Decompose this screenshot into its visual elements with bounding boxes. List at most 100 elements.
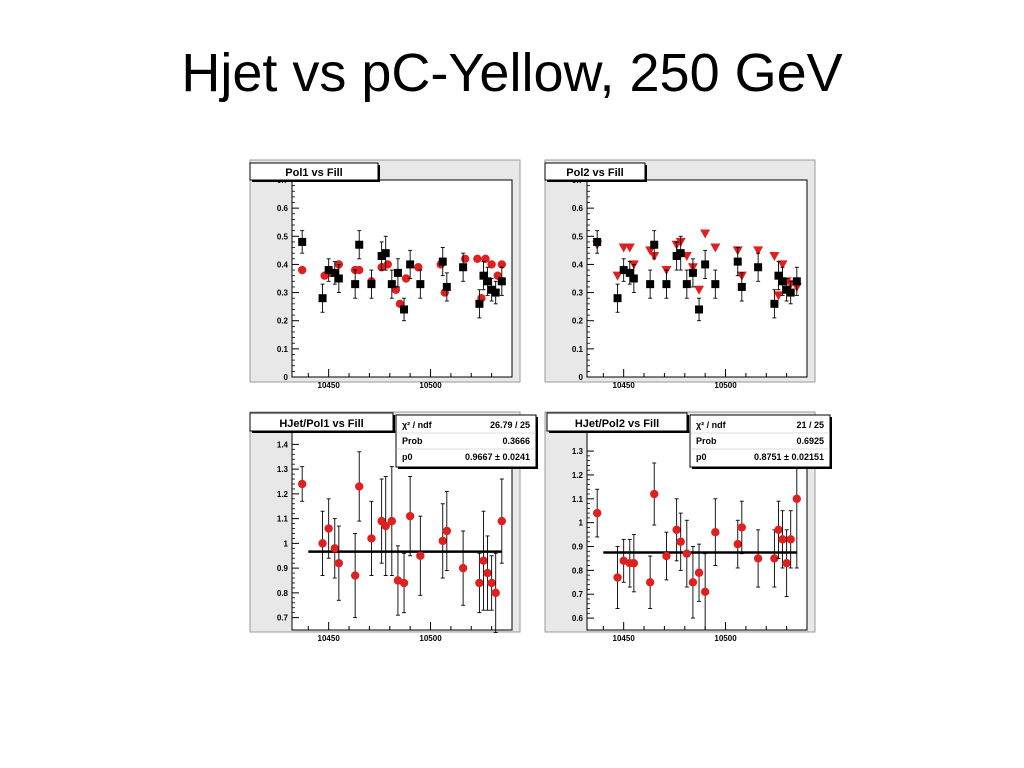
stats-value: 0.3666 xyxy=(502,436,530,446)
stats-value: 0.9667 ± 0.0241 xyxy=(465,452,530,462)
data-point xyxy=(753,246,764,256)
stats-label: χ² / ndf xyxy=(402,420,433,430)
data-point xyxy=(414,263,423,272)
data-point xyxy=(351,280,360,289)
data-point xyxy=(662,551,671,561)
data-point xyxy=(383,260,392,269)
data-point xyxy=(479,556,488,565)
stats-label: χ² / ndf xyxy=(696,420,727,430)
series-1 xyxy=(297,451,507,633)
data-point xyxy=(694,285,705,295)
data-point xyxy=(792,277,801,286)
data-point xyxy=(406,260,415,269)
data-point xyxy=(773,291,784,301)
y-tick-label: 0.7 xyxy=(572,590,584,599)
data-point xyxy=(416,551,425,560)
data-point xyxy=(297,265,307,275)
y-tick-label: 0.3 xyxy=(277,289,289,298)
y-tick-label: 0.3 xyxy=(572,289,584,298)
data-point xyxy=(491,288,500,297)
data-point xyxy=(782,559,791,568)
data-point xyxy=(694,568,704,577)
stats-value: 26.79 / 25 xyxy=(490,420,530,430)
x-tick-label: 10500 xyxy=(714,381,737,390)
data-point xyxy=(350,571,360,580)
data-point xyxy=(645,578,655,587)
data-point xyxy=(438,536,447,546)
data-point xyxy=(770,554,779,563)
data-point xyxy=(777,260,788,270)
data-point xyxy=(377,251,386,260)
y-tick-label: 0.2 xyxy=(572,317,584,326)
data-point xyxy=(491,588,500,598)
data-point xyxy=(672,251,681,260)
data-point xyxy=(754,263,763,272)
data-point xyxy=(438,257,447,266)
data-point xyxy=(672,525,681,535)
stats-box xyxy=(689,414,831,468)
data-point xyxy=(405,511,415,521)
data-point xyxy=(459,263,468,272)
y-tick-label: 0 xyxy=(284,373,289,382)
data-point xyxy=(688,268,697,277)
data-point xyxy=(330,268,339,277)
data-point xyxy=(458,563,468,573)
chart-panel-1: 00.10.20.30.40.50.60.71045010500Pol1 vs … xyxy=(249,159,521,390)
chart-panel-2: 00.10.20.30.40.50.60.71045010500Pol2 vs … xyxy=(544,159,816,390)
data-point xyxy=(778,535,787,544)
data-point xyxy=(400,305,409,314)
data-point xyxy=(700,229,711,239)
data-point xyxy=(688,578,698,587)
data-point xyxy=(624,243,635,253)
x-tick-label: 10500 xyxy=(419,634,442,643)
data-point xyxy=(625,268,634,277)
data-point xyxy=(481,254,490,263)
stats-value: 0.8751 ± 0.02151 xyxy=(754,452,824,462)
data-point xyxy=(355,482,364,491)
data-point xyxy=(646,280,655,289)
plot-area xyxy=(586,179,808,378)
data-point xyxy=(774,271,783,280)
data-point xyxy=(487,578,496,588)
chart-title: Pol1 vs Fill xyxy=(285,167,342,179)
data-point xyxy=(710,243,721,253)
data-point xyxy=(733,539,742,549)
data-point xyxy=(473,254,482,263)
stats-label: p0 xyxy=(696,452,707,462)
data-point xyxy=(593,237,602,246)
data-point xyxy=(318,294,327,303)
data-point xyxy=(676,537,685,546)
data-point xyxy=(475,578,484,588)
data-point xyxy=(782,285,791,294)
data-point xyxy=(769,251,780,261)
data-point xyxy=(483,277,492,286)
x-tick-label: 10450 xyxy=(318,381,341,390)
data-point xyxy=(330,544,339,553)
data-point xyxy=(381,521,390,531)
title-box xyxy=(249,162,379,181)
data-point xyxy=(711,527,720,537)
data-point xyxy=(334,558,344,568)
data-point xyxy=(483,568,492,578)
x-tick-label: 10450 xyxy=(318,634,341,643)
series-1 xyxy=(592,429,802,631)
data-point xyxy=(619,266,628,275)
y-tick-label: 1.2 xyxy=(572,471,584,480)
data-point xyxy=(701,260,710,269)
y-tick-label: 1 xyxy=(284,539,289,548)
x-tick-label: 10450 xyxy=(613,381,636,390)
stats-value: 0.6925 xyxy=(796,436,824,446)
title-box xyxy=(249,412,394,432)
data-point xyxy=(682,549,692,558)
y-tick-label: 0 xyxy=(579,373,584,382)
data-point xyxy=(753,554,763,563)
data-point xyxy=(792,494,802,503)
y-tick-label: 0.8 xyxy=(277,589,289,598)
data-point xyxy=(711,280,720,289)
chart-panel-3: 0.7 0.8 0.9 1 1.1 1.2 1.3 1.4 10450 10500 HJet/Pol… xyxy=(249,411,538,643)
data-point xyxy=(460,254,470,263)
data-point xyxy=(387,280,396,289)
data-point xyxy=(475,299,484,308)
data-point xyxy=(737,282,746,291)
